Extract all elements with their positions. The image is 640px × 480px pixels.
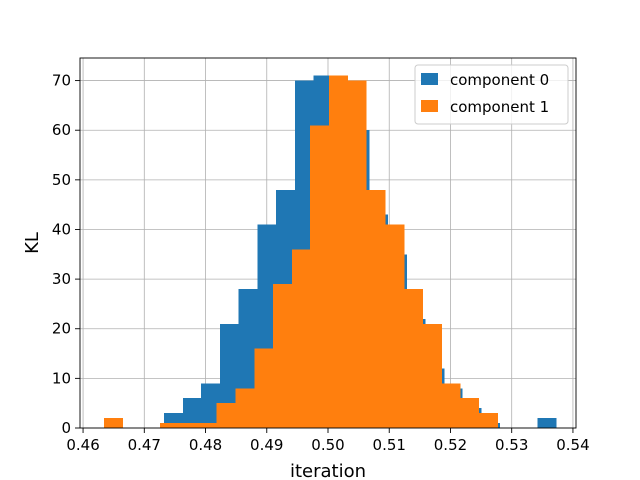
x-tick-label: 0.47 — [128, 436, 161, 454]
y-tick-label: 10 — [52, 369, 71, 387]
y-tick-label: 70 — [52, 72, 71, 90]
bar-component-0 — [537, 418, 557, 428]
x-tick-label: 0.50 — [311, 436, 344, 454]
x-tick-label: 0.54 — [556, 436, 589, 454]
bar-component-1 — [198, 423, 217, 428]
bar-component-1 — [460, 398, 480, 428]
bar-component-1 — [441, 383, 461, 428]
y-tick-label: 40 — [52, 220, 71, 238]
bar-component-1 — [254, 348, 273, 428]
bar-component-1 — [422, 323, 442, 428]
legend-swatch-component-0 — [421, 73, 438, 85]
y-axis-label: KL — [22, 232, 43, 254]
y-tick-label: 60 — [52, 121, 71, 139]
bar-component-1 — [272, 284, 292, 428]
axis-ticks: 0.46 0.47 0.48 0.49 0.50 0.51 0.52 0.53 0.54 0 10 2… — [52, 72, 590, 454]
bar-component-1 — [310, 125, 330, 428]
bar-component-1 — [479, 413, 499, 428]
x-tick-label: 0.48 — [189, 436, 222, 454]
y-tick-label: 20 — [52, 320, 71, 338]
x-tick-label: 0.51 — [373, 436, 406, 454]
x-tick-label: 0.46 — [66, 436, 99, 454]
legend: component 0 component 1 — [414, 64, 569, 125]
legend-label-component-0: component 0 — [450, 71, 549, 89]
bar-component-1 — [348, 80, 367, 429]
bar-component-1 — [179, 423, 199, 428]
bar-component-0 — [201, 383, 221, 428]
bar-component-1 — [103, 418, 123, 428]
bar-component-1 — [329, 75, 349, 428]
bar-component-1 — [291, 249, 311, 428]
bar-component-1 — [216, 403, 236, 428]
y-tick-label: 50 — [52, 171, 71, 189]
bar-component-1 — [385, 224, 405, 428]
bar-component-0 — [182, 398, 202, 428]
x-axis-label: iteration — [290, 461, 366, 480]
x-tick-label: 0.53 — [495, 436, 528, 454]
bars-component-1 — [103, 75, 499, 429]
y-tick-label: 30 — [52, 270, 71, 288]
bar-component-1 — [235, 388, 255, 428]
bar-component-1 — [366, 189, 386, 428]
x-tick-label: 0.49 — [250, 436, 283, 454]
x-tick-label: 0.52 — [434, 436, 467, 454]
bar-component-0 — [220, 323, 239, 428]
legend-frame — [414, 64, 569, 125]
legend-swatch-component-1 — [421, 100, 438, 112]
y-tick-label: 0 — [61, 419, 71, 437]
bar-component-1 — [160, 423, 180, 428]
bar-component-1 — [404, 289, 423, 428]
legend-label-component-1: component 1 — [450, 98, 549, 116]
